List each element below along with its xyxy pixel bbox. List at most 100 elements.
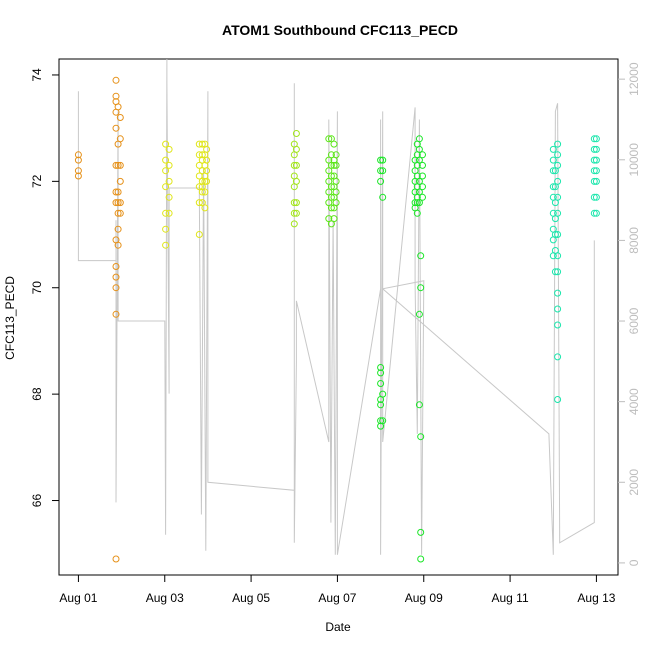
data-point <box>419 183 426 191</box>
data-point <box>112 555 120 563</box>
data-point <box>377 177 385 185</box>
data-point <box>330 161 338 169</box>
data-point <box>554 151 562 159</box>
data-point <box>162 209 170 217</box>
data-point <box>165 209 173 217</box>
data-point <box>112 188 120 196</box>
data-point <box>201 188 209 196</box>
data-point <box>327 172 335 180</box>
data-point <box>417 284 425 292</box>
data-point <box>551 231 559 238</box>
data-point <box>379 156 387 164</box>
data-point <box>162 241 170 249</box>
data-point <box>592 135 600 143</box>
data-point <box>554 396 562 403</box>
data-point <box>377 369 385 377</box>
data-point <box>290 220 298 228</box>
chart-title: ATOM1 Southbound CFC113_PECD <box>222 22 458 38</box>
data-point <box>290 161 298 169</box>
data-point <box>165 145 173 153</box>
data-point <box>292 209 300 217</box>
y-tick-label: 70 <box>30 281 44 295</box>
data-point <box>592 209 600 217</box>
data-point <box>112 92 120 100</box>
data-point <box>415 199 423 207</box>
data-point <box>201 204 209 212</box>
plot-frame <box>58 58 619 576</box>
data-point <box>332 177 340 185</box>
x-tick-label: Aug 13 <box>577 591 615 605</box>
y-tick-label: 74 <box>30 68 44 82</box>
data-point <box>292 161 300 169</box>
data-point <box>592 167 600 175</box>
data-point <box>292 145 300 153</box>
data-point <box>195 183 203 191</box>
data-point <box>590 156 598 164</box>
data-point <box>112 284 120 292</box>
data-point <box>114 209 122 217</box>
data-point <box>195 199 203 207</box>
data-point <box>554 289 562 297</box>
x-axis-label: Date <box>325 620 351 634</box>
data-point <box>415 135 423 143</box>
data-point <box>415 177 423 185</box>
data-point <box>114 161 122 169</box>
x-tick-label: Aug 03 <box>146 591 184 605</box>
axes-layer: 66 68 70 72 74 0 2000 4000 6000 8000 10000 12000 Aug… <box>30 62 641 605</box>
data-point <box>195 231 203 238</box>
data-point <box>74 151 82 159</box>
data-point <box>203 177 211 185</box>
data-point <box>592 156 600 164</box>
data-point <box>165 177 173 185</box>
data-point <box>162 140 170 148</box>
data-point <box>327 204 335 212</box>
data-point <box>325 135 333 143</box>
data-point <box>377 156 385 164</box>
data-point <box>554 161 562 169</box>
data-point <box>112 263 120 270</box>
data-point <box>112 76 120 84</box>
data-point <box>332 151 340 159</box>
data-point <box>198 151 206 159</box>
y-tick-label: 72 <box>30 174 44 188</box>
data-point <box>114 199 122 207</box>
data-point <box>327 193 335 201</box>
data-point <box>332 161 340 169</box>
data-point <box>74 156 82 164</box>
data-point <box>379 417 387 425</box>
data-point <box>112 124 120 132</box>
y-axis-label: CFC113_PECD <box>3 276 17 360</box>
data-point <box>549 167 557 175</box>
data-point <box>417 528 425 536</box>
y2-tick-label: 12000 <box>627 62 641 96</box>
data-point <box>554 193 562 201</box>
data-point <box>162 156 170 164</box>
x-tick-label: Aug 05 <box>232 591 270 605</box>
y2-tick-label: 2000 <box>627 469 641 496</box>
points-layer <box>74 76 600 563</box>
data-point <box>413 209 421 217</box>
data-point <box>116 199 124 207</box>
x-tick-label: Aug 09 <box>405 591 443 605</box>
y-tick-label: 66 <box>30 494 44 508</box>
data-point <box>162 225 170 233</box>
data-point <box>554 231 562 238</box>
x-tick-label: Aug 07 <box>318 591 356 605</box>
data-point <box>554 177 562 185</box>
data-point <box>590 177 598 185</box>
data-point <box>114 225 122 233</box>
data-point <box>377 380 385 387</box>
data-point <box>377 167 385 175</box>
data-point <box>590 209 598 217</box>
data-point <box>112 161 120 169</box>
data-point <box>592 177 600 185</box>
data-point <box>377 401 385 409</box>
data-point <box>203 167 211 175</box>
data-point <box>112 199 120 207</box>
data-point <box>592 145 600 153</box>
data-point <box>114 188 122 196</box>
data-point <box>549 156 557 164</box>
data-point <box>165 193 173 201</box>
data-point <box>554 209 562 217</box>
data-point <box>198 177 206 185</box>
